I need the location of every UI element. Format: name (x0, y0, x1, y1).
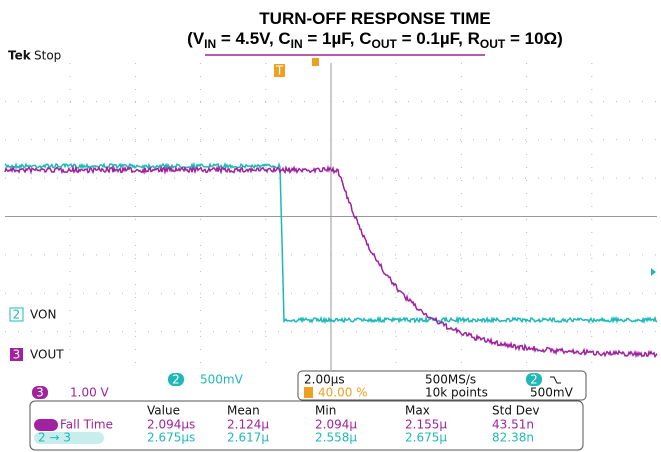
trigger-pos-icon (304, 387, 313, 398)
run-state: Stop (34, 49, 61, 63)
measurement-value: 2.617µ (227, 431, 269, 445)
ch3-trace (4, 164, 658, 359)
falling-edge-icon (550, 376, 561, 384)
level-arrow (651, 268, 656, 276)
title: TURN-OFF RESPONSE TIME (259, 9, 490, 28)
record-length: 10k points (425, 386, 488, 400)
column-header: Min (315, 404, 336, 418)
ch3-number: 3 (13, 348, 21, 362)
ch2-number: 2 (13, 308, 21, 322)
subtitle-sub: IN (291, 37, 303, 51)
ch3-scale-number: 3 (36, 386, 44, 400)
ch2-trace (4, 161, 658, 325)
subtitle-part: = 0.1µF, R (397, 29, 480, 48)
ch3-badge (10, 348, 23, 361)
ch3-scale-badge (32, 386, 48, 399)
measurement-value: 2.094µs (147, 418, 195, 432)
trigger-level: 500mV (530, 386, 574, 400)
brand: Tek (8, 49, 32, 63)
measurement-value: 2.124µ (227, 418, 269, 432)
row-label: 2 → 3 (38, 431, 71, 445)
column-header: Std Dev (492, 404, 539, 418)
ch3-label: VOUT (30, 348, 64, 362)
column-header: Value (147, 404, 180, 418)
graticule (5, 63, 657, 370)
subtitle-sub: OUT (372, 37, 398, 51)
trigger-level-marker (312, 58, 319, 66)
subtitle-part: = 4.5V, C (216, 29, 291, 48)
horizontal-scale: 2.00µs (304, 373, 345, 387)
measurement-value: 43.51n (492, 418, 534, 432)
ch2-scale-number: 2 (172, 373, 180, 387)
measurement-value: 2.558µ (315, 431, 357, 445)
trigger-position: 40.00 % (318, 386, 368, 400)
column-header: Max (405, 404, 430, 418)
measurement-value: 2.094µ (315, 418, 357, 432)
timebase-box (297, 370, 587, 401)
ch2-scale: 500mV (200, 373, 244, 387)
subtitle-sub: IN (204, 37, 216, 51)
trigger-marker (274, 64, 285, 77)
ch2-badge (9, 307, 24, 322)
row-badge (34, 432, 104, 444)
row-badge (34, 419, 58, 431)
measurement-value: 2.675µs (147, 431, 195, 445)
subtitle-part: = 10Ω) (505, 29, 563, 48)
subtitle-part: (V (187, 29, 205, 48)
measurement-value: 2.155µ (405, 418, 447, 432)
subtitle-part: = 1µF, C (303, 29, 372, 48)
subtitle: (VIN = 4.5V, CIN = 1µF, COUT = 0.1µF, RO… (187, 29, 563, 51)
column-header: Mean (227, 404, 260, 418)
measurement-box (29, 400, 584, 451)
waveforms (4, 161, 658, 359)
ch2-scale-badge (168, 373, 184, 386)
ch3-scale: 1.00 V (70, 386, 110, 400)
trigger-channel-badge (526, 373, 542, 386)
sample-rate: 500MS/s (425, 373, 476, 387)
measurement-value: 82.38n (492, 431, 534, 445)
trigger-marker-icon: T (275, 64, 284, 78)
trigger-channel: 2 (530, 373, 538, 387)
row-label: Fall Time (60, 418, 113, 432)
measurement-value: 2.675µ (405, 431, 447, 445)
ch2-label: VON (30, 308, 56, 322)
subtitle-sub: OUT (480, 37, 506, 51)
